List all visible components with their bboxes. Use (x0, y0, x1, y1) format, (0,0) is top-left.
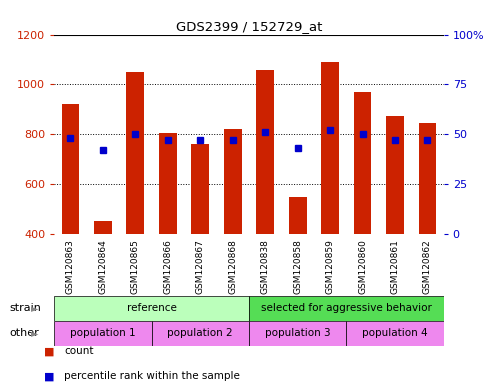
Text: ►: ► (31, 328, 38, 338)
Text: other: other (10, 328, 39, 338)
Text: ►: ► (31, 303, 38, 313)
Text: GSM120838: GSM120838 (261, 239, 270, 294)
Bar (289, 197, 307, 234)
Text: GSM120867: GSM120867 (196, 239, 205, 294)
Bar (159, 133, 177, 234)
Bar (152, 321, 249, 346)
Text: count: count (64, 346, 94, 356)
Text: population 4: population 4 (362, 328, 428, 338)
Bar (54, 296, 249, 321)
Text: ■: ■ (44, 371, 55, 381)
Bar (386, 116, 404, 234)
Bar (249, 296, 444, 321)
Text: GSM120864: GSM120864 (99, 239, 107, 294)
Bar (353, 92, 372, 234)
Bar (191, 144, 209, 234)
Bar (249, 321, 346, 346)
Text: ■: ■ (44, 346, 55, 356)
Bar (224, 129, 242, 234)
Text: population 1: population 1 (70, 328, 136, 338)
Title: GDS2399 / 152729_at: GDS2399 / 152729_at (176, 20, 322, 33)
Text: GSM120866: GSM120866 (163, 239, 173, 294)
Text: GSM120862: GSM120862 (423, 239, 432, 294)
Bar (94, 220, 112, 234)
Text: GSM120865: GSM120865 (131, 239, 140, 294)
Bar (256, 70, 274, 234)
Text: GSM120868: GSM120868 (228, 239, 237, 294)
Text: reference: reference (127, 303, 176, 313)
Text: GSM120860: GSM120860 (358, 239, 367, 294)
Bar (346, 321, 444, 346)
Text: population 3: population 3 (265, 328, 330, 338)
Text: percentile rank within the sample: percentile rank within the sample (64, 371, 240, 381)
Bar (321, 61, 339, 234)
Bar (126, 73, 144, 234)
Bar (54, 321, 152, 346)
Text: selected for aggressive behavior: selected for aggressive behavior (261, 303, 432, 313)
Text: strain: strain (10, 303, 42, 313)
Text: GSM120858: GSM120858 (293, 239, 302, 294)
Text: GSM120859: GSM120859 (325, 239, 335, 294)
Text: GSM120861: GSM120861 (390, 239, 399, 294)
Bar (419, 123, 436, 234)
Text: GSM120863: GSM120863 (66, 239, 75, 294)
Bar (62, 104, 79, 234)
Text: population 2: population 2 (168, 328, 233, 338)
